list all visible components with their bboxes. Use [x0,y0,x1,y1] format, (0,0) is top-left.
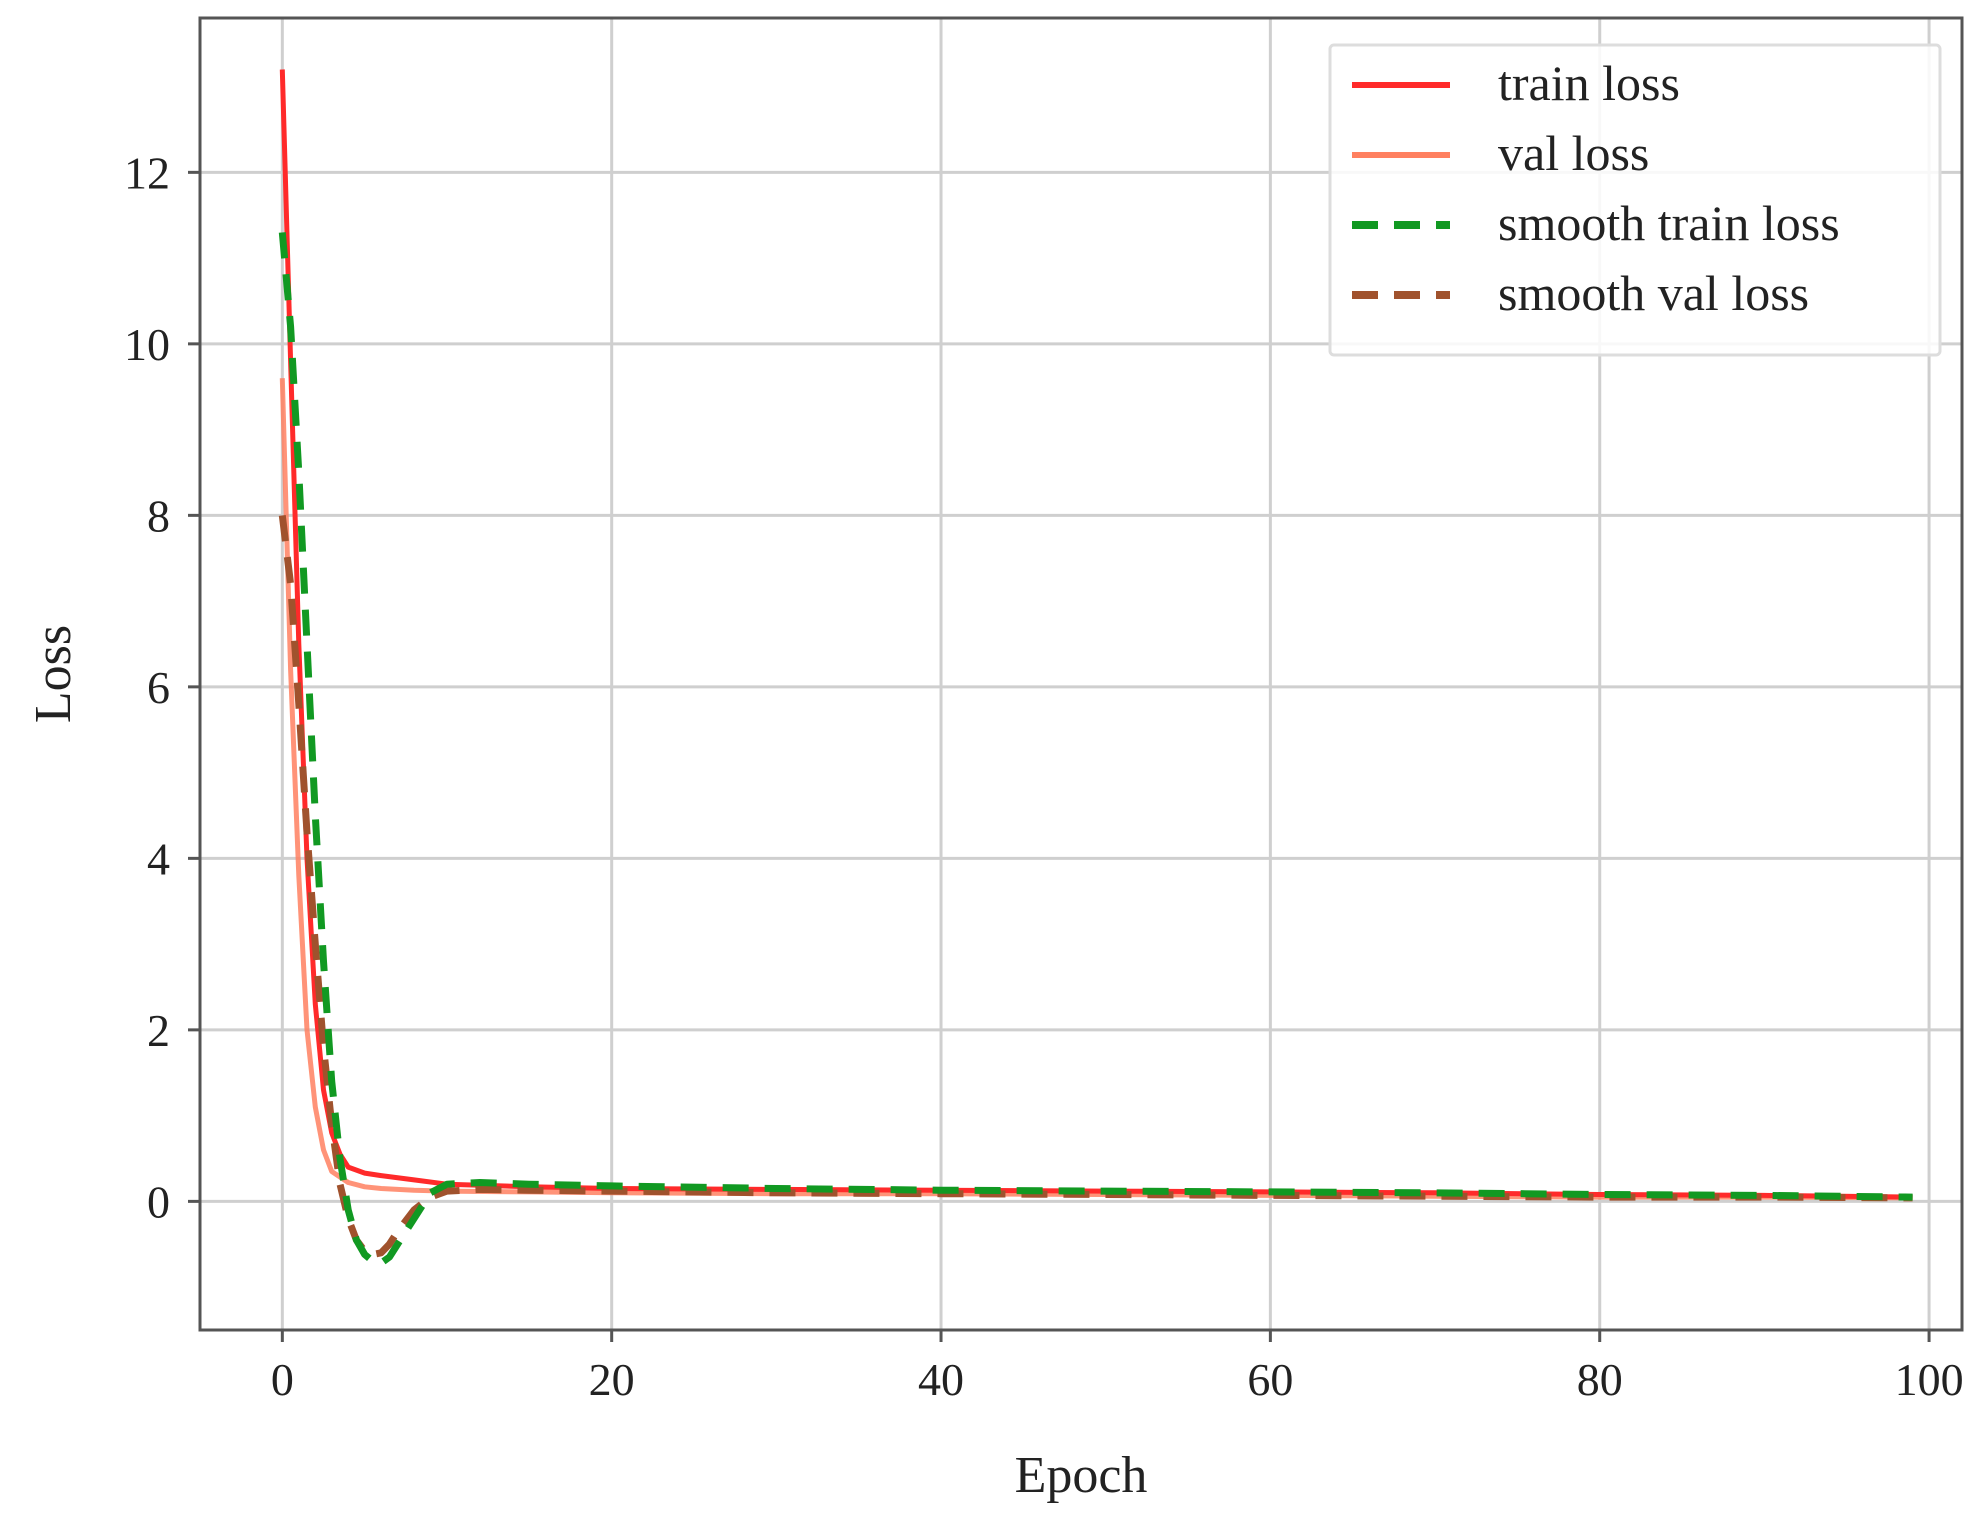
plot-lines [278,69,1913,1267]
x-axis-ticks: 0 20 40 60 80 100 [271,1330,1964,1405]
y-tick-label: 0 [147,1176,170,1227]
grid [200,18,1962,1330]
x-tick-label: 40 [918,1354,964,1405]
y-axis-ticks: 0 2 4 6 8 10 12 [124,147,200,1227]
x-tick-label: 60 [1247,1354,1293,1405]
y-tick-label: 6 [147,662,170,713]
y-axis-title: Loss [25,625,82,723]
x-tick-label: 0 [271,1354,294,1405]
y-tick-label: 12 [124,147,170,198]
x-tick-label: 20 [589,1354,635,1405]
legend-label: smooth train loss [1498,195,1840,251]
plot-frame [198,16,1964,1332]
series-line [278,232,1913,1267]
legend-box [1328,43,1942,357]
y-tick-label: 2 [147,1005,170,1056]
y-tick-label: 10 [124,319,170,370]
legend: train loss val loss smooth train loss smoot… [1328,43,1942,357]
y-tick-label: 4 [147,833,170,884]
x-tick-label: 100 [1895,1354,1964,1405]
y-tick-label: 8 [147,490,170,541]
legend-label: smooth val loss [1498,265,1809,321]
x-axis-title: Epoch [1015,1447,1148,1504]
legend-label: train loss [1498,55,1680,111]
x-tick-label: 80 [1577,1354,1623,1405]
legend-label: val loss [1498,125,1649,181]
